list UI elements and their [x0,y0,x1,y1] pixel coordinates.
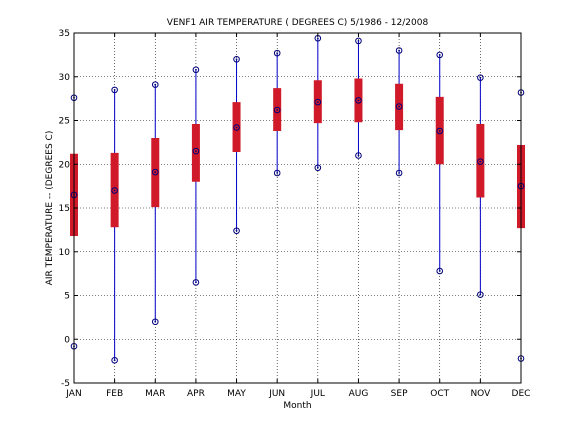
min-marker-dot [398,172,400,174]
median-marker [233,124,240,131]
box-group-oct [435,51,444,275]
max-marker-dot [195,68,197,71]
min-marker [273,169,281,177]
min-marker-dot [276,172,279,174]
min-marker [233,227,240,235]
max-marker-dot [479,76,482,79]
x-tick-label: OCT [430,389,449,399]
min-marker [192,279,200,286]
box-group-apr [191,66,200,286]
box-group-sep [395,47,404,177]
median-marker [436,127,444,135]
iqr-box [191,124,200,182]
box-group-jun [273,49,282,177]
min-marker-dot [113,359,116,362]
median-marker [151,168,159,176]
y-tick-label: 15 [59,204,70,214]
median-marker [395,103,403,110]
median-marker-dot [438,130,441,132]
max-marker [436,51,444,59]
x-tick-label: JAN [65,389,81,399]
median-marker-dot [479,160,482,163]
max-marker-dot [438,53,441,56]
x-tick-label: MAR [145,389,165,399]
median-marker [314,98,322,106]
max-marker-dot [235,58,238,61]
max-marker-dot [316,37,319,40]
max-marker [355,37,362,45]
median-marker-dot [113,189,116,192]
y-tick-label: 20 [59,160,71,170]
max-marker [273,49,281,57]
median-marker-dot [316,101,319,104]
x-tick-label: AUG [349,389,369,399]
box-group-aug [354,37,363,159]
y-tick-label: 30 [59,73,71,83]
median-marker-dot [276,109,279,111]
min-marker-dot [235,229,238,232]
min-marker [395,169,403,177]
min-marker [314,164,322,172]
box-group-may [232,55,241,235]
max-marker-dot [398,49,400,52]
tick-layer: -5 0 5 10 15 20 25 30 35 JAN FEB MAR APR MAY JUN JUL AUG… [59,29,531,399]
x-tick-label: JUL [310,389,325,399]
median-marker [477,158,484,165]
median-marker [355,97,362,104]
max-marker [477,74,484,81]
min-marker-dot [195,281,197,284]
max-marker [233,55,240,63]
max-marker [111,86,118,94]
y-tick-label: 25 [59,117,70,127]
min-marker [355,152,362,159]
max-marker-dot [276,52,279,55]
min-marker-dot [357,154,360,157]
min-marker-dot [479,293,482,296]
min-marker-dot [316,166,319,169]
x-tick-label: JUN [268,389,285,399]
max-marker-dot [154,83,157,86]
max-marker-dot [357,39,360,42]
median-marker-dot [195,150,197,153]
x-axis-label: Month [283,401,311,411]
max-marker-dot [113,88,116,91]
y-axis-label: AIR TEMPERATURE -- (DEGREES C) [45,131,55,286]
min-marker [111,356,118,364]
x-tick-label: DEC [512,389,531,399]
box-group-jul [313,34,322,172]
median-marker-dot [154,171,157,174]
min-marker-dot [438,270,441,272]
y-tick-label: 5 [64,292,70,302]
y-tick-label: 0 [64,335,70,345]
y-tick-label: 10 [59,248,71,258]
y-tick-label: -5 [61,379,70,389]
box-group-mar [151,81,160,326]
box-group-feb [110,86,119,364]
x-tick-label: NOV [470,389,491,399]
median-marker [192,147,200,155]
x-tick-label: SEP [391,389,408,399]
chart-title: VENF1 AIR TEMPERATURE ( DEGREES C) 5/198… [167,18,429,28]
max-marker [395,47,403,54]
x-tick-label: APR [187,389,205,399]
median-marker-dot [357,99,360,102]
max-marker [151,81,159,88]
median-marker-dot [235,126,238,129]
x-tick-label: FEB [106,389,123,399]
max-marker [192,66,200,74]
min-marker [436,267,444,275]
min-marker-dot [154,320,157,323]
median-marker-dot [398,105,400,108]
median-marker [273,106,281,114]
min-marker [477,291,484,298]
x-tick-label: MAY [227,389,246,399]
box-group-nov [476,74,485,298]
median-marker [111,187,118,194]
min-marker [151,318,159,326]
y-tick-label: 35 [59,29,70,39]
